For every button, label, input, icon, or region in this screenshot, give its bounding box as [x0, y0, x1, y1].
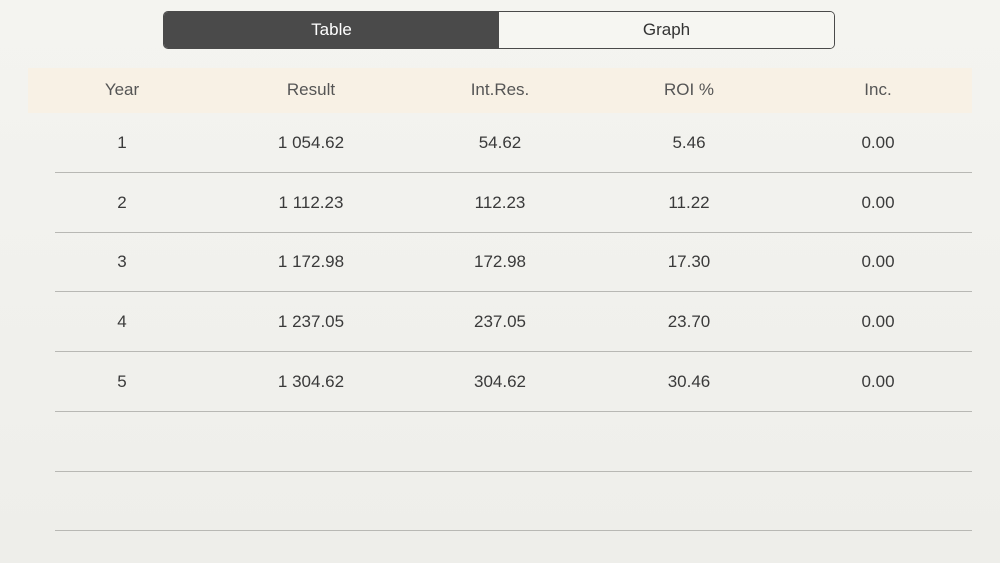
- row-divider: [55, 530, 972, 532]
- table-cell: 5: [117, 371, 127, 391]
- table-cell: 1 172.98: [277, 252, 345, 272]
- table-row: 4 1 237.05 237.05 23.70 0.00: [0, 292, 1000, 352]
- table-cell: 0.00: [861, 312, 895, 332]
- table-cell: 304.62: [474, 371, 526, 391]
- table-row: [0, 471, 1000, 531]
- table-row: 5 1 304.62 304.62 30.46 0.00: [0, 352, 1000, 412]
- table-cell: 1 304.62: [277, 371, 345, 391]
- row-divider: [55, 470, 972, 472]
- table-cell: 112.23: [474, 192, 526, 212]
- table-cell: 11.22: [668, 192, 710, 212]
- table-cell: 1 054.62: [277, 133, 345, 152]
- table-row: 2 1 112.23 112.23 11.22 0.00: [0, 173, 1000, 233]
- view-segmented-control: Table Graph: [163, 11, 835, 49]
- row-divider: [55, 351, 972, 353]
- table-cell: 0.00: [861, 371, 895, 391]
- table-cell: 172.98: [474, 252, 526, 272]
- column-header: Int.Res.: [470, 80, 530, 99]
- column-header: Result: [286, 80, 336, 99]
- table-cell: 1: [117, 133, 127, 152]
- table-row: [0, 412, 1000, 472]
- column-header: Year: [104, 80, 140, 99]
- column-header: Inc.: [864, 80, 892, 99]
- row-divider: [55, 231, 972, 233]
- column-header: ROI %: [663, 80, 715, 99]
- row-divider: [55, 291, 972, 293]
- table-cell: 2: [117, 192, 127, 212]
- table-cell: 54.62: [478, 133, 522, 152]
- table-cell: 0.00: [861, 133, 895, 152]
- table-cell: 0.00: [861, 252, 895, 272]
- table-cell: 30.46: [667, 371, 711, 391]
- table-cell: 237.05: [474, 312, 526, 332]
- table-cell: 3: [117, 252, 127, 272]
- table-row: 1 1 054.62 54.62 5.46 0.00: [0, 113, 1000, 173]
- table-cell: 17.30: [667, 252, 711, 272]
- tab-graph[interactable]: Graph: [499, 12, 834, 48]
- table-cell: 5.46: [672, 133, 706, 152]
- row-divider: [55, 172, 972, 173]
- table-row: 3 1 172.98 172.98 17.30 0.00: [0, 232, 1000, 292]
- table-cell: 1 237.05: [277, 312, 345, 332]
- table-cell: 4: [117, 312, 127, 332]
- table-cell: 23.70: [667, 312, 711, 332]
- tab-table[interactable]: Table: [164, 12, 499, 48]
- table-cell: 1 112.23: [278, 192, 344, 212]
- table-header: Year Result Int.Res. ROI % Inc.: [28, 68, 972, 113]
- table-cell: 0.00: [861, 192, 895, 212]
- row-divider: [55, 410, 972, 412]
